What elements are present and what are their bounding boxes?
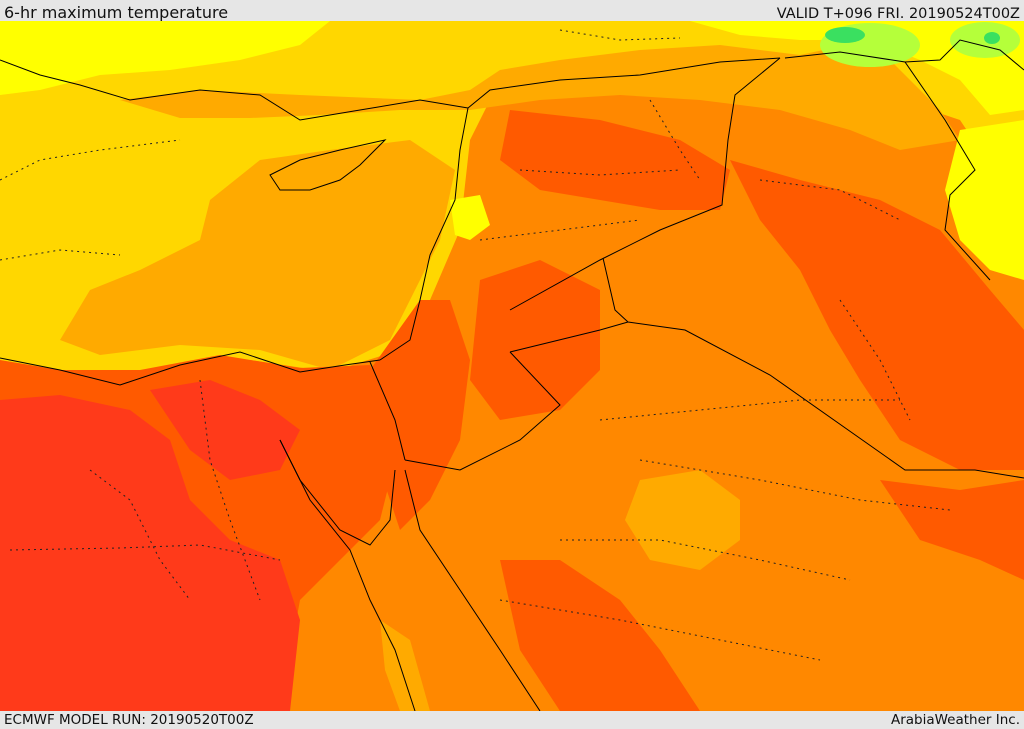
zone-yellow-anatolia: [0, 21, 330, 95]
footer-bar: [0, 711, 1024, 729]
zone-redorange-hejaz: [500, 560, 700, 711]
coast-caspian: [904, 39, 1024, 71]
zone-redorange-syria: [500, 110, 730, 210]
coast-levant: [379, 107, 469, 361]
model-run: ECMWF MODEL RUN: 20190520T00Z: [4, 712, 254, 728]
zone-amber-redsea: [380, 620, 430, 711]
border-syria-iraq: [509, 57, 781, 311]
border-egypt-israel: [369, 361, 406, 461]
zone-amber-north: [120, 40, 960, 150]
valid-time: VALID T+096 FRI. 20190524T00Z: [776, 6, 1020, 22]
coast-egypt: [0, 351, 381, 386]
zone-redorange-se: [880, 480, 1024, 580]
zone-red-egypt2: [150, 380, 300, 480]
border-jordan-saudi: [509, 321, 629, 353]
border-jordan-iraq-saudi: [602, 257, 1024, 479]
coast-redsea-east: [404, 469, 541, 711]
zone-redorange-jordan: [470, 260, 600, 420]
zone-amber-nefud: [625, 470, 740, 570]
zone-amber-sea: [60, 140, 455, 370]
zone-green-ne: [825, 27, 865, 43]
border-turkey-syria: [467, 57, 781, 109]
credit-label: ArabiaWeather Inc.: [890, 712, 1020, 728]
border-jordan-saudi-2: [404, 351, 561, 471]
zone-yellow-lebanon: [450, 195, 490, 240]
temperature-map[interactable]: [0, 21, 1024, 711]
zone-redorange-iraq: [730, 160, 1024, 470]
borders-solid: [0, 39, 1024, 711]
zone-yellow-east: [945, 120, 1024, 280]
border-iran-iraq: [784, 51, 991, 281]
coast-redsea-west: [279, 439, 416, 711]
zone-green-ne2: [984, 32, 1000, 44]
zone-red-egypt: [0, 395, 300, 711]
map-title: 6-hr maximum temperature: [4, 3, 229, 22]
zone-yellow-caucasus: [690, 21, 1024, 115]
header-bar: [0, 0, 1024, 21]
borders-dotted: [0, 29, 951, 661]
island-cyprus: [269, 139, 387, 191]
coast-gulf-suez: [279, 439, 396, 546]
coast-anatolia: [0, 59, 469, 121]
